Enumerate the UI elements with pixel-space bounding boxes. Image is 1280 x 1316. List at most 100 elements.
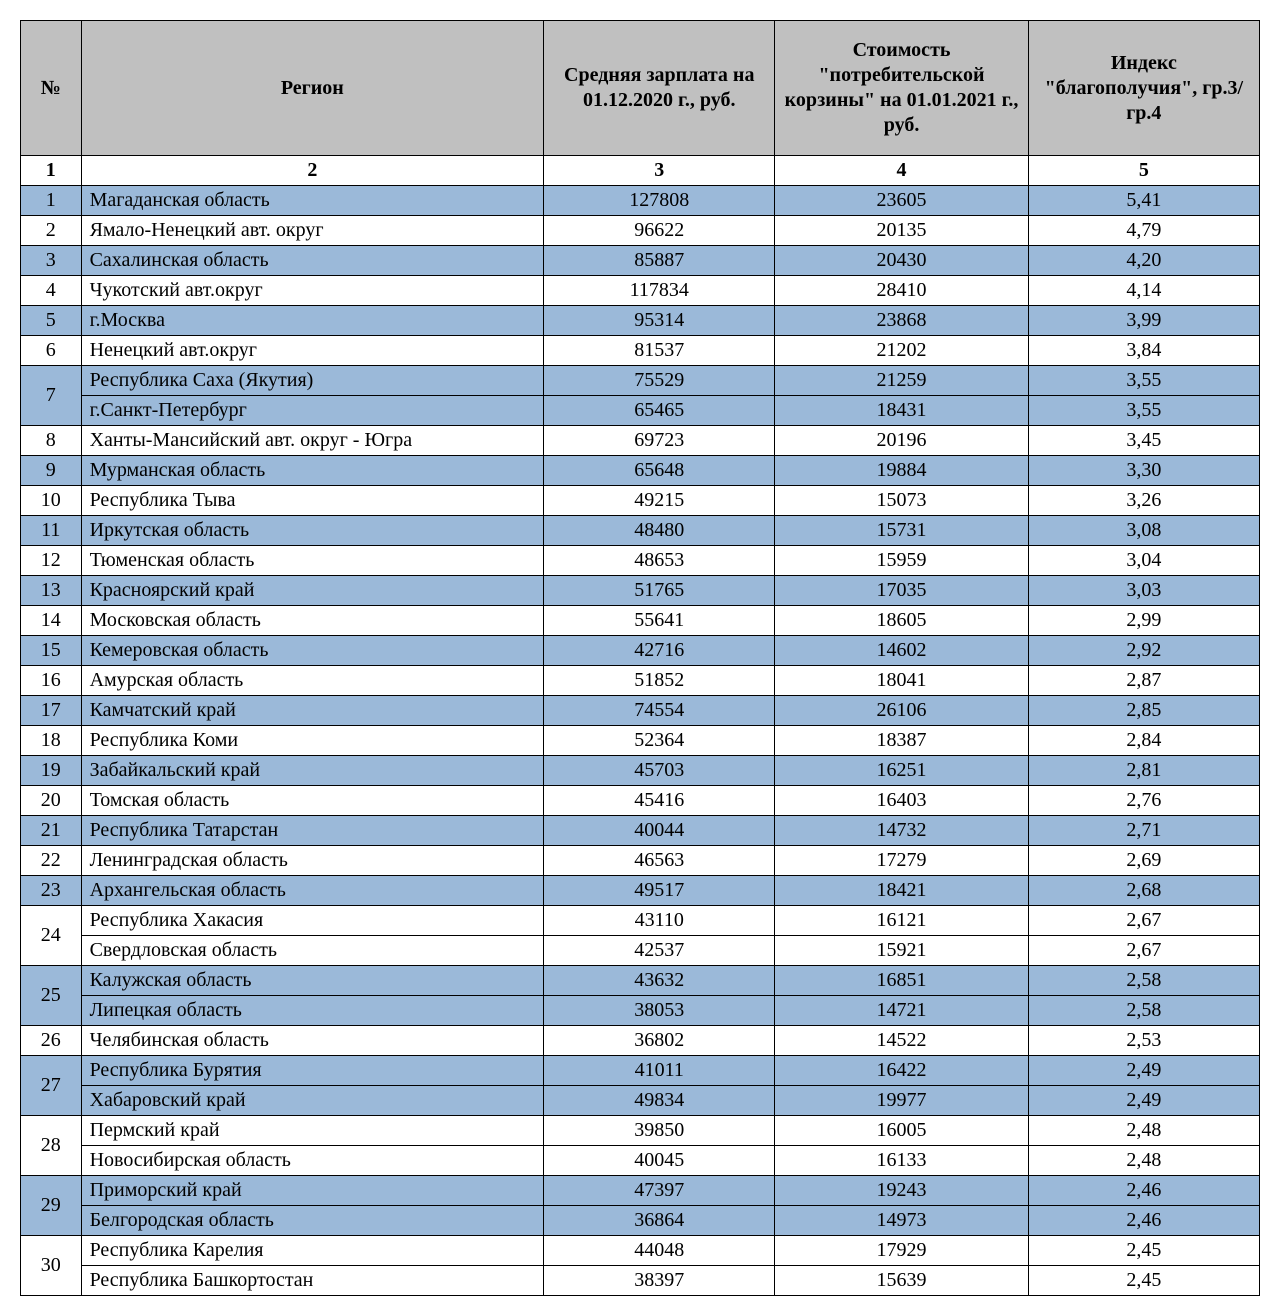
region-cell: г.Санкт-Петербург [81, 396, 544, 426]
rank-cell: 13 [21, 576, 82, 606]
rank-cell: 6 [21, 336, 82, 366]
colnum-index: 5 [1028, 156, 1259, 186]
header-salary: Средняя зарплата на 01.12.2020 г., руб. [544, 21, 775, 156]
index-cell: 3,55 [1028, 396, 1259, 426]
region-cell: Сахалинская область [81, 246, 544, 276]
header-num: № [21, 21, 82, 156]
salary-cell: 49215 [544, 486, 775, 516]
index-cell: 3,84 [1028, 336, 1259, 366]
table-row: 22Ленинградская область46563172792,69 [21, 846, 1260, 876]
rank-cell: 9 [21, 456, 82, 486]
region-cell: Республика Бурятия [81, 1056, 544, 1086]
basket-cell: 19884 [775, 456, 1028, 486]
index-cell: 3,03 [1028, 576, 1259, 606]
index-cell: 3,04 [1028, 546, 1259, 576]
region-cell: Республика Тыва [81, 486, 544, 516]
salary-cell: 36802 [544, 1026, 775, 1056]
salary-cell: 49834 [544, 1086, 775, 1116]
index-cell: 4,20 [1028, 246, 1259, 276]
rank-cell: 14 [21, 606, 82, 636]
region-cell: Кемеровская область [81, 636, 544, 666]
index-cell: 2,76 [1028, 786, 1259, 816]
table-row: 14Московская область55641186052,99 [21, 606, 1260, 636]
salary-cell: 42716 [544, 636, 775, 666]
rank-cell: 2 [21, 216, 82, 246]
region-cell: Томская область [81, 786, 544, 816]
header-basket: Стоимость "потребительской корзины" на 0… [775, 21, 1028, 156]
region-cell: Тюменская область [81, 546, 544, 576]
basket-cell: 18605 [775, 606, 1028, 636]
table-row: 1Магаданская область127808236055,41 [21, 186, 1260, 216]
table-row: 20Томская область45416164032,76 [21, 786, 1260, 816]
region-cell: Амурская область [81, 666, 544, 696]
salary-cell: 45416 [544, 786, 775, 816]
basket-cell: 17929 [775, 1236, 1028, 1266]
index-cell: 2,67 [1028, 906, 1259, 936]
basket-cell: 16251 [775, 756, 1028, 786]
basket-cell: 23605 [775, 186, 1028, 216]
rank-cell: 5 [21, 306, 82, 336]
basket-cell: 21202 [775, 336, 1028, 366]
basket-cell: 28410 [775, 276, 1028, 306]
salary-cell: 55641 [544, 606, 775, 636]
region-cell: Челябинская область [81, 1026, 544, 1056]
table-row: 3Сахалинская область85887204304,20 [21, 246, 1260, 276]
salary-cell: 81537 [544, 336, 775, 366]
basket-cell: 14732 [775, 816, 1028, 846]
rank-cell: 28 [21, 1116, 82, 1176]
region-cell: Хабаровский край [81, 1086, 544, 1116]
table-row: 9Мурманская область65648198843,30 [21, 456, 1260, 486]
colnum-num: 1 [21, 156, 82, 186]
table-row: Республика Башкортостан38397156392,45 [21, 1266, 1260, 1296]
index-cell: 2,84 [1028, 726, 1259, 756]
table-row: Белгородская область36864149732,46 [21, 1206, 1260, 1236]
table-row: 7Республика Саха (Якутия)75529212593,55 [21, 366, 1260, 396]
basket-cell: 16422 [775, 1056, 1028, 1086]
basket-cell: 15921 [775, 936, 1028, 966]
rank-cell: 12 [21, 546, 82, 576]
salary-cell: 96622 [544, 216, 775, 246]
index-cell: 2,69 [1028, 846, 1259, 876]
basket-cell: 26106 [775, 696, 1028, 726]
table-row: 19Забайкальский край45703162512,81 [21, 756, 1260, 786]
index-cell: 3,99 [1028, 306, 1259, 336]
basket-cell: 18431 [775, 396, 1028, 426]
table-row: 28Пермский край39850160052,48 [21, 1116, 1260, 1146]
table-row: 12Тюменская область48653159593,04 [21, 546, 1260, 576]
rank-cell: 25 [21, 966, 82, 1026]
table-row: 29Приморский край47397192432,46 [21, 1176, 1260, 1206]
region-cell: Калужская область [81, 966, 544, 996]
index-cell: 2,87 [1028, 666, 1259, 696]
region-cell: Красноярский край [81, 576, 544, 606]
region-cell: Ненецкий авт.округ [81, 336, 544, 366]
region-cell: Свердловская область [81, 936, 544, 966]
salary-cell: 65465 [544, 396, 775, 426]
region-cell: Пермский край [81, 1116, 544, 1146]
region-cell: Ленинградская область [81, 846, 544, 876]
index-cell: 3,55 [1028, 366, 1259, 396]
rank-cell: 10 [21, 486, 82, 516]
region-cell: Белгородская область [81, 1206, 544, 1236]
index-cell: 2,46 [1028, 1176, 1259, 1206]
table-row: 5г.Москва95314238683,99 [21, 306, 1260, 336]
rank-cell: 26 [21, 1026, 82, 1056]
table-row: Хабаровский край49834199772,49 [21, 1086, 1260, 1116]
rank-cell: 7 [21, 366, 82, 426]
index-cell: 2,45 [1028, 1236, 1259, 1266]
salary-cell: 48653 [544, 546, 775, 576]
colnum-basket: 4 [775, 156, 1028, 186]
salary-cell: 51765 [544, 576, 775, 606]
basket-cell: 17035 [775, 576, 1028, 606]
salary-cell: 49517 [544, 876, 775, 906]
salary-cell: 69723 [544, 426, 775, 456]
colnum-region: 2 [81, 156, 544, 186]
rank-cell: 16 [21, 666, 82, 696]
table-header-row: № Регион Средняя зарплата на 01.12.2020 … [21, 21, 1260, 156]
salary-cell: 52364 [544, 726, 775, 756]
rank-cell: 20 [21, 786, 82, 816]
table-row: 25Калужская область43632168512,58 [21, 966, 1260, 996]
table-row: 17Камчатский край74554261062,85 [21, 696, 1260, 726]
index-cell: 2,48 [1028, 1146, 1259, 1176]
table-row: г.Санкт-Петербург65465184313,55 [21, 396, 1260, 426]
index-cell: 4,14 [1028, 276, 1259, 306]
